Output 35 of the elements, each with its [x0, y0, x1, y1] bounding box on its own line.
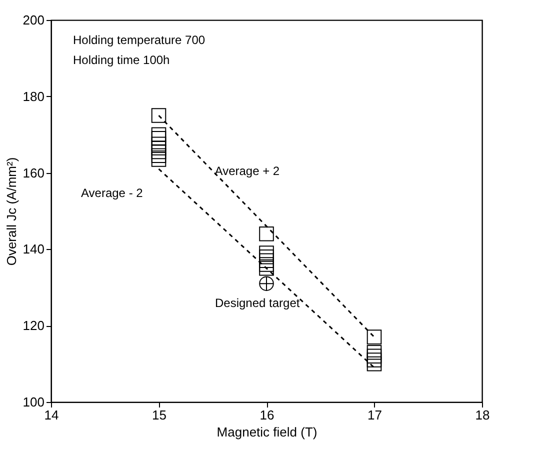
point — [259, 246, 274, 260]
point — [366, 348, 382, 364]
point — [366, 356, 382, 372]
annotation: Holding time 100h — [73, 53, 170, 67]
point — [151, 148, 166, 163]
y-tick-label: 140 — [22, 242, 44, 257]
y-tick-label: 100 — [22, 394, 44, 410]
y-axis-title: Overall Jc (A/mm²) — [4, 157, 19, 266]
x-tick-label: 14 — [44, 408, 59, 422]
annotation: Average - 2 — [81, 186, 144, 200]
point — [366, 330, 382, 344]
point — [366, 352, 382, 368]
point — [259, 260, 274, 276]
point — [151, 127, 166, 142]
x-tick-label: 17 — [368, 408, 382, 422]
x-tick-label: 18 — [475, 408, 490, 422]
point — [151, 152, 166, 167]
x-axis-title: Magnetic field (T) — [216, 424, 318, 440]
y-tick-label: 200 — [22, 12, 44, 28]
point — [151, 136, 166, 152]
point — [259, 226, 274, 242]
point — [259, 257, 274, 272]
x-tick-label: 16 — [260, 408, 274, 422]
point — [259, 276, 274, 291]
point — [151, 144, 166, 160]
x-tick-label: 15 — [152, 408, 166, 422]
point — [151, 108, 166, 123]
point — [366, 344, 382, 360]
y-tick-label: 180 — [22, 88, 44, 104]
y-tick-label: 160 — [22, 165, 44, 180]
y-tick-label: 120 — [22, 318, 44, 334]
point — [151, 131, 166, 146]
annotation: Designed target — [215, 296, 300, 310]
annotation: Holding temperature 700 — [73, 33, 206, 47]
annotation: Average + 2 — [214, 164, 280, 178]
